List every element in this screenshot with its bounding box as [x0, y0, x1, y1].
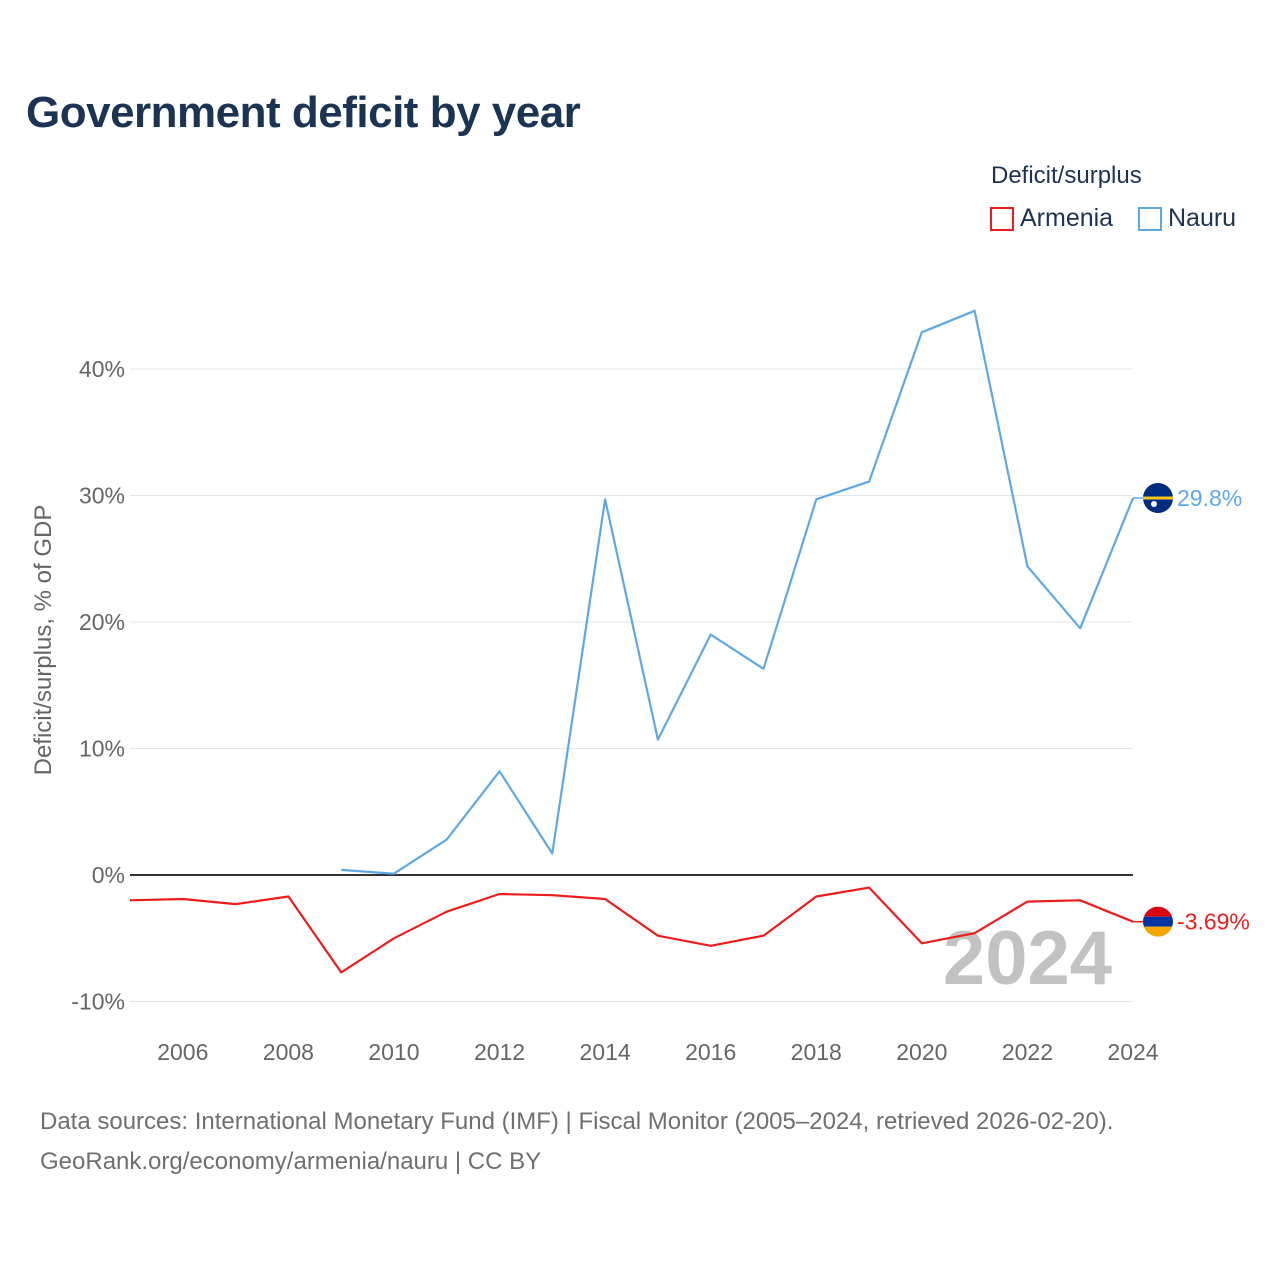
- legend-item-nauru[interactable]: Nauru: [1138, 204, 1236, 233]
- y-tick-label: 10%: [79, 736, 125, 762]
- y-tick-label: -10%: [71, 989, 125, 1015]
- data-point-armenia[interactable]: [444, 909, 449, 914]
- x-tick-label: 2024: [1107, 1039, 1158, 1065]
- x-tick-label: 2016: [685, 1039, 736, 1065]
- x-tick-label: 2018: [791, 1039, 842, 1065]
- data-point-nauru[interactable]: [497, 769, 502, 774]
- data-point-armenia[interactable]: [655, 933, 660, 938]
- data-point-armenia[interactable]: [919, 941, 924, 946]
- source-url[interactable]: GeoRank.org/economy/armenia/nauru | CC B…: [40, 1148, 542, 1175]
- legend-swatch-armenia: [990, 206, 1014, 231]
- data-point-armenia[interactable]: [391, 936, 396, 941]
- data-point-nauru[interactable]: [444, 837, 449, 842]
- y-axis-label: Deficit/surplus, % of GDP: [30, 505, 57, 776]
- data-point-nauru[interactable]: [1025, 564, 1030, 569]
- x-tick-label: 2006: [157, 1039, 208, 1065]
- x-tick-label: 2014: [580, 1039, 631, 1065]
- year-watermark: 2024: [943, 916, 1112, 1001]
- x-tick-label: 2008: [263, 1039, 314, 1065]
- data-point-nauru[interactable]: [708, 632, 713, 637]
- y-tick-label: 30%: [79, 483, 125, 509]
- legend-item-armenia[interactable]: Armenia: [990, 204, 1113, 233]
- legend-label-armenia: Armenia: [1020, 204, 1114, 232]
- data-point-armenia[interactable]: [180, 897, 185, 902]
- data-point-nauru[interactable]: [339, 867, 344, 872]
- data-point-armenia[interactable]: [233, 902, 238, 907]
- gridlines: [130, 368, 1133, 1002]
- data-point-nauru[interactable]: [1078, 626, 1083, 631]
- end-markers: -3.69% 29.8%: [1133, 483, 1250, 937]
- x-tick-label: 2010: [368, 1039, 419, 1065]
- data-point-armenia[interactable]: [1078, 898, 1083, 903]
- data-point-armenia[interactable]: [972, 931, 977, 936]
- data-point-nauru[interactable]: [550, 851, 555, 856]
- data-point-armenia[interactable]: [550, 893, 555, 898]
- end-label-nauru: 29.8%: [1177, 485, 1242, 511]
- source-note: Data sources: International Monetary Fun…: [40, 1108, 1114, 1135]
- data-point-nauru[interactable]: [603, 497, 608, 502]
- x-tick-label: 2022: [1002, 1039, 1053, 1065]
- data-point-nauru[interactable]: [655, 737, 660, 742]
- data-point-nauru[interactable]: [919, 330, 924, 335]
- legend-label-nauru: Nauru: [1168, 204, 1237, 232]
- x-tick-label: 2012: [474, 1039, 525, 1065]
- data-point-armenia[interactable]: [867, 885, 872, 890]
- legend-title: Deficit/surplus: [991, 162, 1142, 189]
- data-point-nauru[interactable]: [761, 666, 766, 671]
- series-line-armenia[interactable]: [129, 886, 1134, 974]
- data-point-nauru[interactable]: [867, 479, 872, 484]
- data-point-armenia[interactable]: [128, 898, 133, 903]
- chart-title: Government deficit by year: [26, 88, 581, 137]
- data-point-armenia[interactable]: [814, 894, 819, 899]
- y-tick-label: 0%: [92, 862, 125, 888]
- data-point-nauru[interactable]: [814, 497, 819, 502]
- end-label-armenia: -3.69%: [1177, 909, 1250, 935]
- y-tick-label: 40%: [79, 356, 125, 382]
- data-point-armenia[interactable]: [286, 894, 291, 899]
- data-point-armenia[interactable]: [761, 933, 766, 938]
- data-point-nauru[interactable]: [391, 871, 396, 876]
- armenia-flag-icon: [1143, 906, 1173, 937]
- y-tick-label: 20%: [79, 609, 125, 635]
- x-tick-label: 2020: [896, 1039, 947, 1065]
- data-point-armenia[interactable]: [497, 891, 502, 896]
- nauru-flag-icon: [1143, 483, 1173, 514]
- legend-swatch-nauru: [1138, 206, 1162, 231]
- data-point-nauru[interactable]: [972, 308, 977, 313]
- axes: -10% 0% 10% 20% 30% 40% 2006 2008 2010 2012 2014 20…: [71, 356, 1158, 1065]
- series: [128, 308, 1135, 975]
- series-line-nauru[interactable]: [341, 309, 1135, 875]
- data-point-armenia[interactable]: [708, 943, 713, 948]
- data-point-armenia[interactable]: [1025, 899, 1030, 904]
- data-point-armenia[interactable]: [339, 970, 344, 975]
- data-point-armenia[interactable]: [603, 897, 608, 902]
